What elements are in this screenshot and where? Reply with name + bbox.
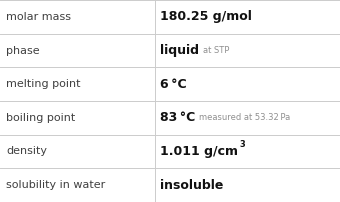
Text: 180.25 g/mol: 180.25 g/mol (160, 10, 252, 23)
Text: phase: phase (6, 45, 40, 56)
Text: measured at 53.32 Pa: measured at 53.32 Pa (199, 113, 291, 122)
Text: molar mass: molar mass (6, 12, 71, 22)
Text: density: density (6, 146, 47, 157)
Text: 83 °C: 83 °C (160, 111, 195, 124)
Text: insoluble: insoluble (160, 179, 223, 192)
Text: 3: 3 (239, 140, 245, 149)
Text: solubility in water: solubility in water (6, 180, 105, 190)
Text: at STP: at STP (203, 46, 230, 55)
Text: boiling point: boiling point (6, 113, 75, 123)
Text: 6 °C: 6 °C (160, 78, 187, 91)
Text: melting point: melting point (6, 79, 81, 89)
Text: 1.011 g/cm: 1.011 g/cm (160, 145, 238, 158)
Text: liquid: liquid (160, 44, 199, 57)
